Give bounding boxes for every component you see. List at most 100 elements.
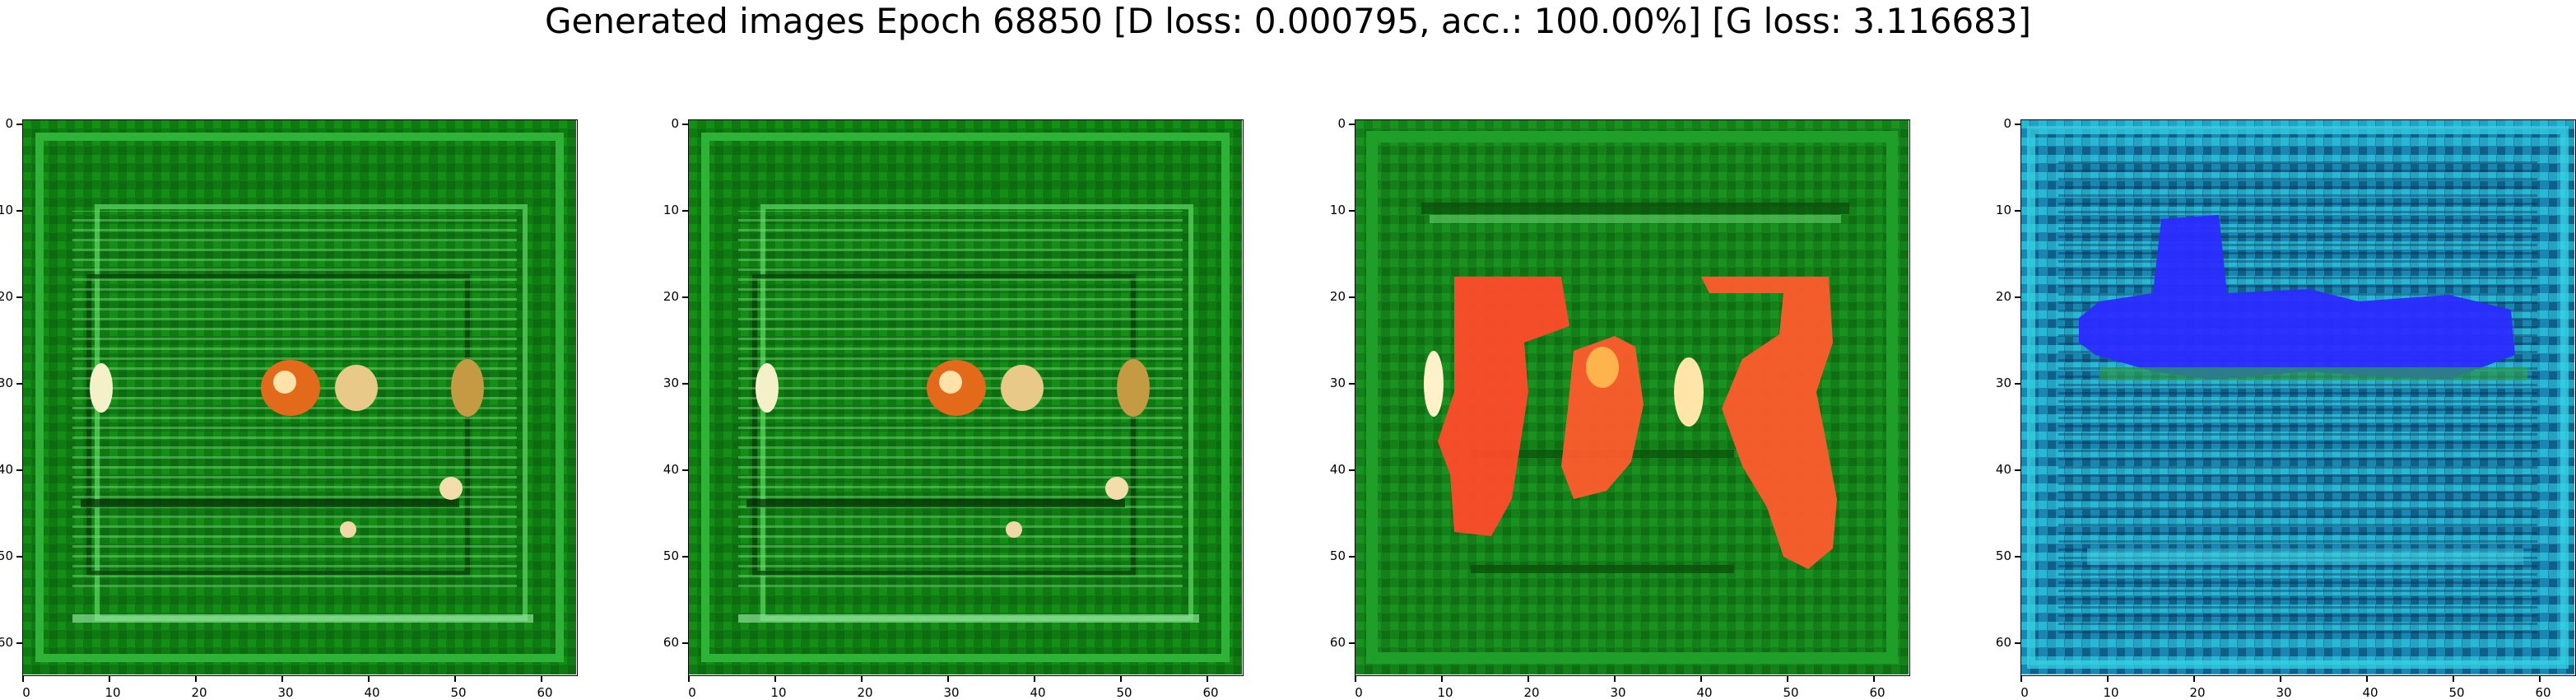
- y-tick-label: 0: [671, 116, 679, 131]
- y-tick-label: 50: [1329, 548, 1346, 563]
- x-tick: [774, 676, 776, 682]
- y-tick: [16, 469, 22, 471]
- x-tick-label: 10: [770, 685, 787, 700]
- x-tick: [454, 676, 456, 682]
- generated-image-panel-3: 0 10 20 30 40 50 60 0 10 20 30 40 50 60: [1330, 117, 1910, 699]
- y-tick-label: 20: [1995, 289, 2011, 304]
- y-tick-label: 30: [1995, 376, 2011, 390]
- y-tick-label: 20: [1329, 289, 1346, 304]
- x-tick: [541, 676, 542, 682]
- y-tick-label: 40: [0, 462, 13, 477]
- x-tick: [947, 676, 949, 682]
- x-tick: [2193, 676, 2195, 682]
- x-tick-label: 30: [2276, 685, 2292, 700]
- x-tick-label: 10: [2103, 685, 2119, 700]
- x-tick-label: 20: [1523, 685, 1540, 700]
- x-tick: [368, 676, 370, 682]
- x-tick: [2280, 676, 2281, 682]
- x-tick: [22, 676, 24, 682]
- y-tick-label: 30: [1329, 376, 1346, 390]
- x-tick: [1034, 676, 1035, 682]
- x-tick: [1700, 676, 1702, 682]
- x-tick-label: 10: [105, 685, 121, 700]
- x-tick: [1441, 676, 1443, 682]
- x-tick: [1207, 676, 1208, 682]
- y-tick: [682, 296, 688, 298]
- y-tick: [2015, 210, 2020, 212]
- y-tick: [16, 210, 22, 212]
- x-tick-label: 40: [1696, 685, 1713, 700]
- y-tick: [682, 469, 688, 471]
- y-tick-label: 10: [663, 203, 679, 217]
- generated-image: [2021, 120, 2574, 674]
- x-tick: [2107, 676, 2109, 682]
- x-tick: [109, 676, 110, 682]
- y-tick: [1349, 469, 1355, 471]
- y-tick-label: 20: [663, 289, 679, 304]
- y-tick: [2015, 642, 2020, 644]
- x-tick-label: 0: [1355, 685, 1363, 700]
- y-tick-label: 60: [663, 635, 679, 650]
- x-tick-label: 0: [688, 685, 696, 700]
- x-tick-label: 60: [1869, 685, 1886, 700]
- y-tick: [2015, 296, 2020, 298]
- y-tick: [16, 296, 22, 298]
- y-tick-label: 40: [663, 462, 679, 477]
- y-tick: [16, 556, 22, 558]
- x-tick-label: 30: [1610, 685, 1626, 700]
- y-tick-label: 50: [1995, 548, 2011, 563]
- y-tick: [682, 556, 688, 558]
- x-tick-label: 10: [1437, 685, 1453, 700]
- image-plot-area: [1355, 119, 1910, 676]
- generated-image: [23, 120, 576, 674]
- x-tick: [195, 676, 197, 682]
- y-tick: [2015, 469, 2020, 471]
- generated-image: [1355, 120, 1909, 674]
- y-tick: [1349, 383, 1355, 385]
- y-tick: [1349, 642, 1355, 644]
- x-tick: [1120, 676, 1122, 682]
- y-tick: [1349, 210, 1355, 212]
- x-tick-label: 30: [943, 685, 960, 700]
- y-tick: [16, 124, 22, 125]
- y-tick-label: 10: [0, 203, 13, 217]
- y-tick-label: 60: [0, 635, 13, 650]
- x-tick-label: 60: [1202, 685, 1219, 700]
- y-tick-label: 40: [1329, 462, 1346, 477]
- generated-image-panel-4: 0 10 20 30 40 50 60 0 10 20 30 40 50 60: [1996, 117, 2576, 699]
- x-tick: [2020, 676, 2022, 682]
- x-tick: [2453, 676, 2454, 682]
- x-tick: [1614, 676, 1616, 682]
- y-tick-label: 10: [1995, 203, 2011, 217]
- y-tick-label: 60: [1995, 635, 2011, 650]
- x-tick-label: 50: [450, 685, 467, 700]
- y-tick: [682, 124, 688, 125]
- y-tick: [16, 642, 22, 644]
- x-tick-label: 0: [22, 685, 30, 700]
- figure-title: Generated images Epoch 68850 [D loss: 0.…: [544, 1, 2032, 41]
- x-tick: [281, 676, 283, 682]
- y-tick-label: 10: [1329, 203, 1346, 217]
- y-tick: [2015, 383, 2020, 385]
- x-tick-label: 20: [191, 685, 207, 700]
- y-tick-label: 50: [663, 548, 679, 563]
- image-plot-area: [2020, 119, 2576, 676]
- generated-image: [689, 120, 1242, 674]
- image-plot-area: [688, 119, 1244, 676]
- y-tick: [1349, 556, 1355, 558]
- x-tick: [1527, 676, 1529, 682]
- y-tick: [2015, 556, 2020, 558]
- x-tick-label: 20: [2189, 685, 2206, 700]
- x-tick: [1787, 676, 1788, 682]
- generated-image-panel-1: 0 10 20 30 40 50 60 0 10 20 30 40 50 60: [0, 117, 578, 699]
- y-tick-label: 30: [0, 376, 13, 390]
- y-tick: [1349, 124, 1355, 125]
- x-tick-label: 30: [277, 685, 294, 700]
- x-tick: [2539, 676, 2541, 682]
- generated-image-panel-2: 0 10 20 30 40 50 60 0 10 20 30 40 50 60: [663, 117, 1244, 699]
- x-tick-label: 60: [2535, 685, 2551, 700]
- y-tick-label: 60: [1329, 635, 1346, 650]
- x-tick-label: 40: [1030, 685, 1046, 700]
- x-tick-label: 50: [1783, 685, 1799, 700]
- x-tick-label: 40: [2362, 685, 2378, 700]
